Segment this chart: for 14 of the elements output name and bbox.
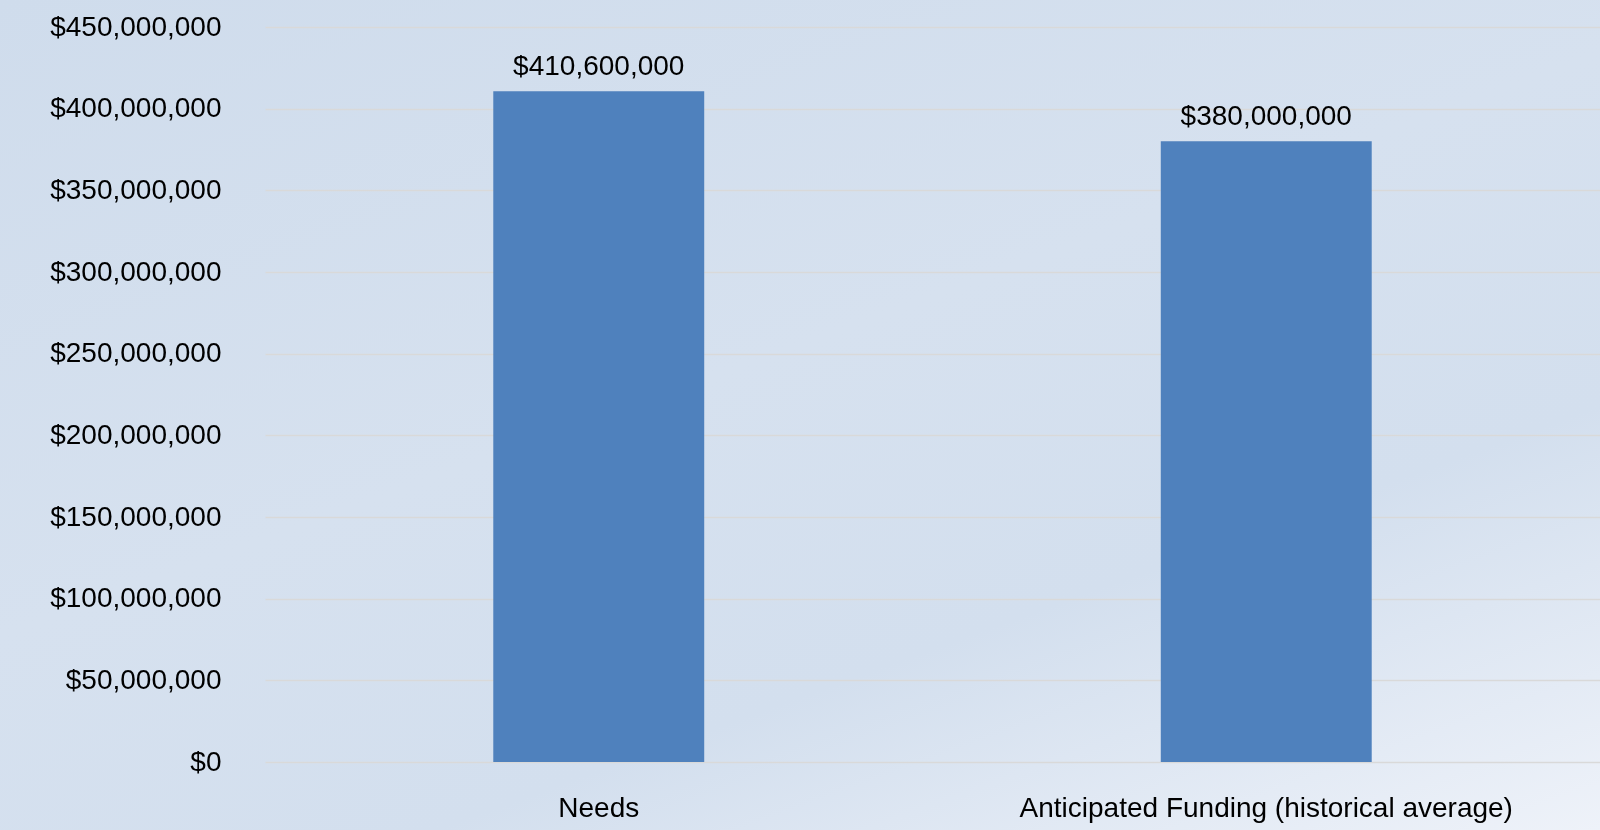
y-tick-label: $200,000,000 [50,418,222,450]
y-tick-label: $0 [190,745,222,777]
y-tick-label: $250,000,000 [50,337,222,369]
y-tick-label: $100,000,000 [50,582,222,614]
data-label: $380,000,000 [1180,100,1352,132]
x-tick-label: Needs [558,791,640,823]
y-tick-label: $350,000,000 [50,173,222,205]
y-tick-label: $50,000,000 [65,663,222,695]
y-tick-label: $300,000,000 [50,255,222,287]
x-tick-label: Anticipated Funding (historical average) [1019,791,1513,823]
y-tick-label: $400,000,000 [50,92,222,124]
data-label: $410,600,000 [513,50,685,82]
y-tick-label: $150,000,000 [50,500,222,532]
y-tick-label: $450,000,000 [50,10,222,42]
